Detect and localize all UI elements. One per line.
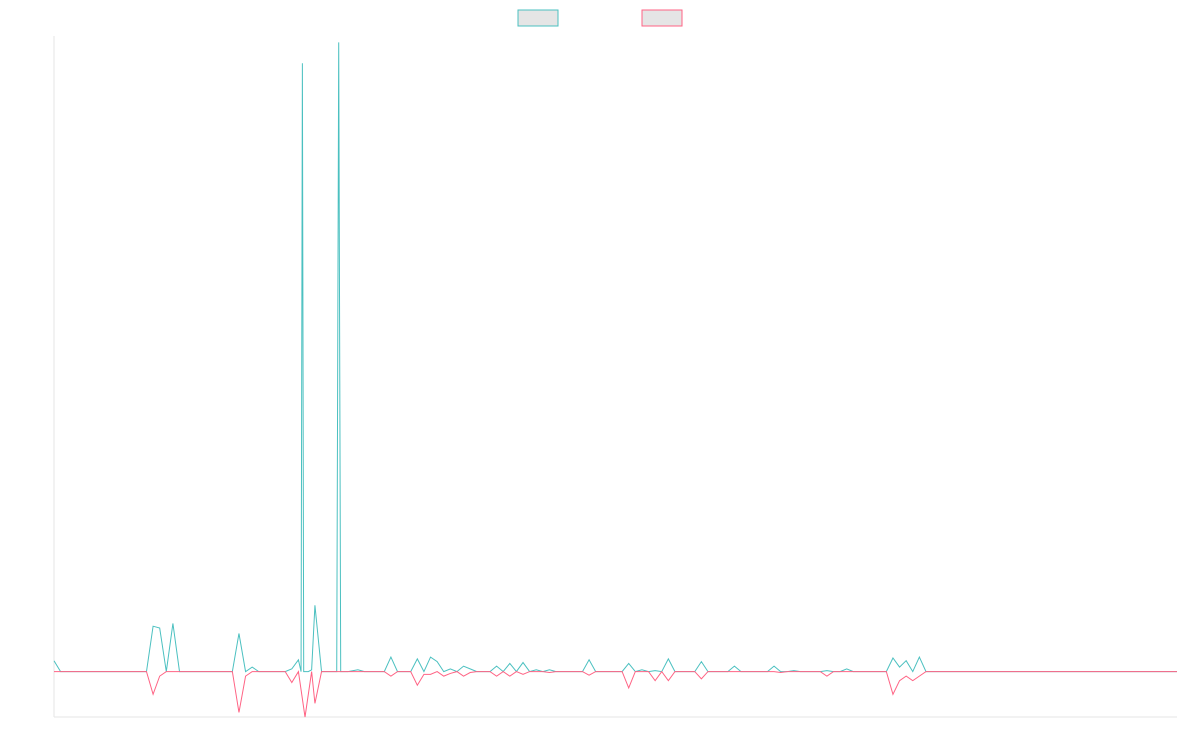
plot-area <box>53 42 1177 718</box>
legend <box>517 9 683 27</box>
series-line-2 <box>54 670 1177 718</box>
series-line-1 <box>53 42 1177 673</box>
legend-swatch-2[interactable] <box>641 9 683 27</box>
axes <box>53 36 1177 718</box>
legend-item-1[interactable] <box>517 9 559 27</box>
legend-swatch-1[interactable] <box>517 9 559 27</box>
legend-item-2[interactable] <box>641 9 683 27</box>
